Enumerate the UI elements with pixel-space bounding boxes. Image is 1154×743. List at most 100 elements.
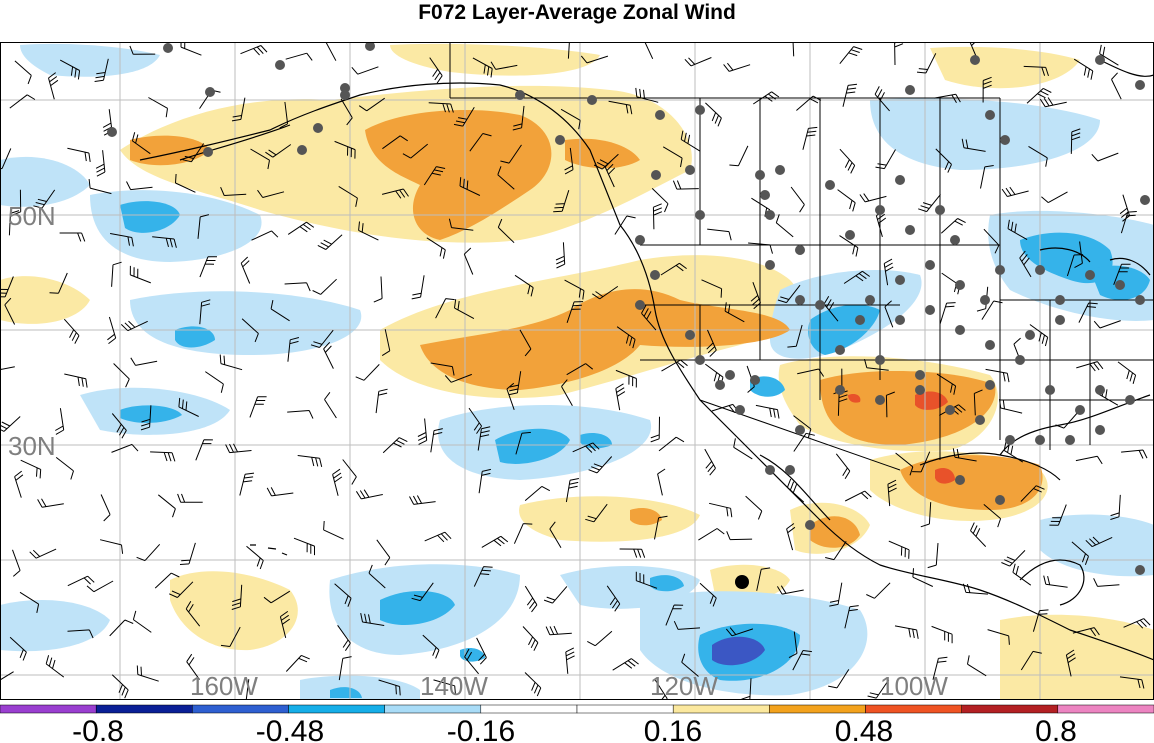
station-dot	[795, 245, 805, 255]
wind-barb	[635, 87, 659, 103]
station-dot	[1055, 315, 1065, 325]
wind-barb	[1091, 152, 1119, 162]
station-dot	[895, 275, 905, 285]
station-dot	[651, 170, 661, 180]
station-dot	[1005, 435, 1015, 445]
wind-barb	[59, 59, 81, 80]
wind-barb	[168, 581, 194, 598]
wind-barb	[1026, 87, 1052, 104]
wind-barb	[136, 665, 159, 682]
station-dot	[915, 370, 925, 380]
station-dot	[1025, 330, 1035, 340]
wind-barb	[561, 379, 573, 406]
wind-barb	[64, 373, 88, 388]
wind-barb	[1007, 219, 1028, 241]
wind-barbs	[0, 42, 1151, 700]
station-dot	[1055, 295, 1065, 305]
wind-barb	[585, 503, 608, 523]
wind-barb	[839, 148, 856, 174]
wind-barb	[753, 91, 780, 105]
wind-barb	[755, 404, 780, 419]
wind-barb	[312, 278, 337, 295]
wind-barb	[266, 487, 294, 497]
wind-barb	[962, 583, 988, 595]
station-dot	[1065, 435, 1075, 445]
wind-barb	[1119, 676, 1145, 689]
station-dot	[980, 295, 990, 305]
wind-barb	[67, 147, 91, 162]
station-dot	[765, 210, 775, 220]
wind-barb	[469, 133, 492, 152]
wind-barb	[426, 237, 446, 259]
wind-barb	[726, 531, 753, 541]
wind-barb	[111, 413, 127, 439]
wind-barb	[376, 539, 391, 566]
colorbar-swatch	[1057, 704, 1154, 714]
wind-barb	[411, 275, 425, 300]
wind-barb	[1071, 541, 1089, 565]
station-dot	[107, 127, 117, 137]
wind-barb	[920, 502, 932, 528]
wind-barb	[9, 636, 27, 661]
station-dot	[945, 405, 955, 415]
station-dot	[695, 105, 705, 115]
wind-barb	[587, 630, 613, 647]
station-dot	[313, 123, 323, 133]
colorbar-swatch	[288, 704, 385, 714]
wind-barb	[859, 193, 887, 203]
station-dot	[895, 315, 905, 325]
wind-barb	[725, 627, 754, 637]
wind-barb	[1110, 494, 1121, 520]
wind-barb	[1003, 441, 1024, 463]
wind-barb	[802, 126, 818, 150]
wind-barb	[459, 177, 481, 196]
wind-barb	[1113, 263, 1131, 285]
wind-barb	[652, 203, 663, 230]
station-dot	[1045, 385, 1055, 395]
station-dot	[1135, 565, 1145, 575]
station-dot	[835, 385, 845, 395]
colorbar-label: -0.8	[72, 715, 124, 743]
wind-barb	[983, 504, 1002, 528]
wind-barb	[120, 320, 148, 332]
wind-barb	[1066, 254, 1084, 277]
wind-barb	[409, 495, 436, 505]
wind-barb	[796, 95, 822, 111]
wind-barb	[49, 272, 68, 294]
wind-barb	[129, 265, 151, 284]
wind-barb	[500, 144, 522, 164]
station-dot	[795, 425, 805, 435]
lon-label-160w: 160W	[190, 671, 258, 700]
station-dot	[975, 415, 985, 425]
wind-barb	[100, 494, 111, 522]
station-dot	[835, 345, 845, 355]
wind-barb	[186, 653, 200, 680]
wind-barb	[565, 647, 575, 674]
wind-barb	[310, 329, 334, 348]
station-dot	[205, 87, 215, 97]
wind-barb	[423, 166, 446, 186]
wind-barb	[553, 190, 570, 213]
station-dot	[985, 110, 995, 120]
station-dot	[735, 405, 745, 415]
colorbar-swatches	[0, 704, 1154, 714]
wind-barb	[37, 498, 64, 508]
lon-label-120w: 120W	[650, 671, 718, 700]
wind-barb	[513, 523, 533, 544]
wind-barb	[918, 194, 941, 213]
wind-barb	[524, 672, 542, 697]
station-dot	[915, 385, 925, 395]
wind-barb	[245, 679, 250, 700]
wind-barb	[786, 523, 796, 551]
station-dot	[685, 330, 695, 340]
wind-barb	[1078, 302, 1098, 323]
wind-barb	[231, 97, 246, 122]
wind-barb	[935, 148, 952, 173]
wind-barb	[729, 145, 749, 167]
wind-barb	[468, 407, 483, 434]
station-dot	[875, 205, 885, 215]
wind-barb	[844, 490, 872, 502]
wind-barb	[126, 181, 153, 191]
wind-barb	[48, 72, 59, 100]
wind-barb	[866, 582, 891, 599]
